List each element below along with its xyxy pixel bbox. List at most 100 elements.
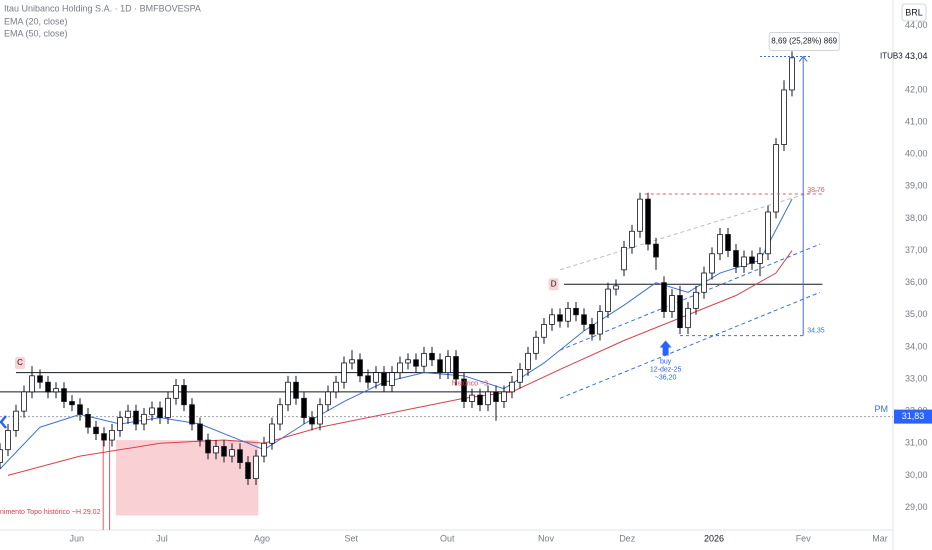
candle-body xyxy=(757,253,763,264)
candle-body xyxy=(349,359,355,364)
candle-body xyxy=(605,288,611,312)
x-tick-label: Nov xyxy=(538,533,555,543)
candle-body xyxy=(461,378,467,402)
candle-body xyxy=(629,230,635,248)
candle-body xyxy=(197,423,203,441)
x-tick-label: Set xyxy=(344,533,358,543)
candle-body xyxy=(165,397,171,418)
candle-body xyxy=(0,449,3,463)
candle-body xyxy=(293,381,299,399)
candle-body xyxy=(149,407,155,415)
candle-body xyxy=(533,336,539,354)
candle-body xyxy=(517,368,523,383)
pm-name: PM xyxy=(875,404,889,414)
candle-body xyxy=(125,410,131,418)
candle-body xyxy=(213,446,219,454)
candle-body xyxy=(573,307,579,316)
trendline xyxy=(559,291,821,399)
candle-body xyxy=(221,446,227,457)
marker-badge xyxy=(15,356,25,369)
candle-body xyxy=(85,413,91,428)
note: histórico ~3 xyxy=(452,381,488,388)
candle-body xyxy=(381,372,387,386)
candle-body xyxy=(477,394,483,406)
candle-body xyxy=(421,352,427,367)
marker-badge xyxy=(548,278,559,291)
candle-body xyxy=(749,256,755,264)
candle-body xyxy=(701,272,707,293)
scroll-chevron[interactable] xyxy=(0,415,7,429)
candle-body xyxy=(589,324,595,335)
measure-arrow xyxy=(798,55,808,62)
candle-body xyxy=(93,426,99,435)
candle-body xyxy=(541,324,547,338)
candle-body xyxy=(485,391,491,406)
candle-body xyxy=(733,250,739,268)
candle-body xyxy=(557,314,563,322)
candle-body xyxy=(413,359,419,367)
currency-button[interactable] xyxy=(901,3,927,22)
candle-body xyxy=(789,57,795,91)
candle-body xyxy=(253,455,259,480)
candle-body xyxy=(653,243,659,258)
candle-body xyxy=(309,417,315,425)
candle-body xyxy=(717,234,723,255)
candle-body xyxy=(285,381,291,406)
candle-body xyxy=(773,144,779,213)
candle-body xyxy=(109,430,115,441)
candle-body xyxy=(133,410,139,425)
measure-label: 8,69 (25,28%) 869 xyxy=(771,37,837,46)
candle-body xyxy=(173,385,179,399)
ema-line xyxy=(0,198,793,470)
candle-body xyxy=(45,381,51,393)
measure-box xyxy=(768,32,840,52)
indicator-label[interactable]: EMA (20, close) xyxy=(4,16,68,26)
x-tick-label: Jun xyxy=(70,533,85,543)
y-tick-label: 39,00 xyxy=(905,181,928,191)
candle-body xyxy=(245,462,251,480)
candle-body xyxy=(29,375,35,393)
last-price: 43,04 xyxy=(905,51,928,61)
y-tick-label: 31,00 xyxy=(905,438,928,448)
candle-body xyxy=(317,404,323,425)
candle-body xyxy=(445,356,451,374)
measure-start-label: 34,35 xyxy=(807,328,825,335)
candle-body xyxy=(661,282,667,312)
candle-body xyxy=(637,198,643,232)
x-tick-label: Fev xyxy=(796,533,812,543)
candle-body xyxy=(645,198,651,245)
buy-label: ~36,20 xyxy=(655,374,677,381)
y-tick-label: 38,00 xyxy=(905,213,928,223)
buy-label: buy xyxy=(660,358,672,365)
x-tick-label: Ago xyxy=(254,533,270,543)
candle-body xyxy=(205,439,211,454)
currency-label[interactable]: BRL xyxy=(905,7,923,17)
x-tick-label: Jul xyxy=(156,533,168,543)
y-tick-label: 41,00 xyxy=(905,116,928,126)
marker-label: D xyxy=(551,279,557,288)
candle-body xyxy=(597,311,603,335)
candle-body xyxy=(741,256,747,268)
candle-body xyxy=(21,391,27,412)
y-tick-label: 36,00 xyxy=(905,277,928,287)
candle-body xyxy=(61,388,67,402)
x-tick-label: Dez xyxy=(619,533,636,543)
y-tick-label: 37,00 xyxy=(905,245,928,255)
candle-body xyxy=(117,417,123,431)
indicator-label[interactable]: EMA (50, close) xyxy=(4,28,68,38)
candle-body xyxy=(525,352,531,370)
candle-body xyxy=(77,404,83,415)
candle-body xyxy=(669,295,675,312)
candle-body xyxy=(53,388,59,393)
candle-body xyxy=(429,352,435,361)
y-tick-label: 30,00 xyxy=(905,470,928,480)
candle-body xyxy=(709,253,715,274)
marker-label: C xyxy=(17,358,23,367)
chart-title: Itau Unibanco Holding S.A. · 1D · BMFBOV… xyxy=(4,3,201,13)
buy-arrow xyxy=(659,340,672,356)
candle-body xyxy=(509,381,515,393)
candle-body xyxy=(37,375,43,383)
y-tick-label: 34,00 xyxy=(905,341,928,351)
candle-body xyxy=(693,291,699,309)
